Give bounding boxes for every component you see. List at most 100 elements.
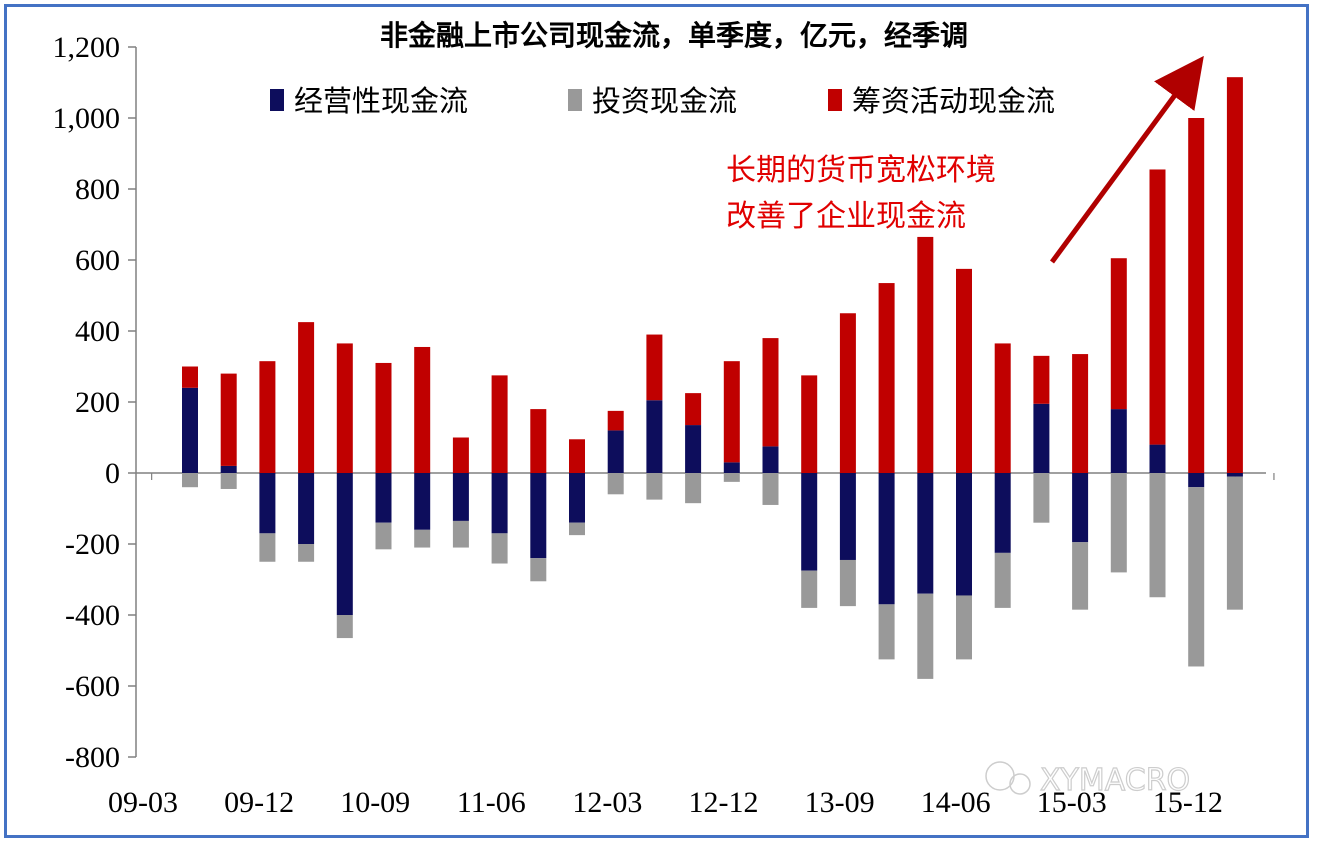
y-tick-label: 1,000 — [53, 102, 121, 135]
y-tick-label: 800 — [75, 173, 120, 206]
bar-segment-series-0 — [220, 465, 237, 473]
bar-segment-series-2 — [917, 236, 934, 473]
bar-segment-series-0 — [336, 473, 353, 615]
bar-segment-series-2 — [1072, 354, 1089, 473]
bar-segment-series-0 — [1188, 473, 1205, 488]
bar-segment-series-2 — [1226, 77, 1243, 474]
bars — [182, 77, 1243, 679]
bar-segment-series-0 — [685, 425, 702, 473]
bar-segment-series-1 — [1033, 473, 1050, 523]
bar-segment-series-2 — [491, 375, 508, 473]
bar-segment-series-0 — [1149, 444, 1166, 473]
bar-segment-series-0 — [994, 473, 1011, 553]
bar-segment-series-0 — [569, 473, 585, 523]
bar-segment-series-2 — [801, 375, 818, 473]
y-axis: 1,200 1,000 800 600 400 200 0 -200 -400 -600 -800 — [53, 31, 137, 774]
bar-segment-series-2 — [607, 410, 624, 431]
x-tick-label: 13-09 — [805, 786, 875, 819]
bar-segment-series-1 — [182, 473, 198, 488]
bar-segment-series-2 — [878, 283, 895, 473]
y-tick-label: -800 — [65, 741, 120, 774]
bar-segment-series-0 — [878, 473, 895, 605]
bar-segment-series-1 — [762, 473, 779, 505]
bar-segment-series-2 — [530, 409, 547, 473]
bar-segment-series-2 — [259, 361, 276, 473]
bar-segment-series-2 — [1188, 118, 1205, 473]
bar-segment-series-1 — [801, 570, 818, 608]
x-tick-label: 15-12 — [1153, 786, 1223, 819]
bar-segment-series-2 — [336, 343, 353, 473]
bar-segment-series-1 — [1149, 473, 1166, 598]
bar-segment-series-1 — [723, 473, 740, 482]
bar-segment-series-1 — [839, 559, 856, 607]
watermark-icon-small — [1009, 773, 1031, 795]
annotation-line-2: 改善了企业现金流 — [726, 199, 966, 234]
bar-segment-series-0 — [839, 473, 856, 560]
bar-segment-series-1 — [414, 529, 431, 548]
bar-segment-series-1 — [1072, 542, 1089, 610]
bar-segment-series-2 — [1110, 258, 1127, 410]
bar-segment-series-1 — [917, 593, 934, 679]
legend-label: 筹资活动现金流 — [852, 84, 1055, 118]
bar-segment-series-2 — [375, 362, 392, 473]
bar-segment-series-0 — [607, 430, 624, 473]
bar-segment-series-1 — [878, 604, 895, 660]
legend-swatch — [828, 89, 842, 111]
watermark: XYMACRO — [985, 761, 1191, 799]
x-tick-label: 12-12 — [689, 786, 759, 819]
legend: 经营性现金流 投资现金流 筹资活动现金流 — [270, 84, 1055, 118]
x-tick-label: 09-03 — [108, 786, 178, 819]
bar-segment-series-0 — [917, 473, 934, 594]
y-tick-label: 0 — [105, 457, 120, 490]
bar-segment-series-2 — [762, 338, 779, 447]
y-tick-label: -400 — [65, 599, 120, 632]
bar-segment-series-1 — [607, 473, 624, 495]
x-tick-label: 09-12 — [224, 786, 294, 819]
bar-segment-series-2 — [1149, 169, 1166, 445]
legend-label: 投资现金流 — [592, 84, 737, 118]
bar-segment-series-1 — [452, 520, 469, 548]
bar-segment-series-2 — [569, 439, 585, 473]
x-tick-label: 10-09 — [340, 786, 410, 819]
bar-segment-series-1 — [336, 615, 353, 639]
bar-segment-series-1 — [298, 544, 315, 562]
bar-segment-series-1 — [956, 595, 972, 660]
bar-segment-series-1 — [375, 522, 392, 550]
bar-segment-series-1 — [220, 473, 237, 489]
bar-segment-series-0 — [375, 473, 392, 523]
x-tick-label: 11-06 — [457, 786, 526, 819]
bar-segment-series-2 — [452, 437, 469, 473]
bar-segment-series-0 — [956, 473, 972, 596]
y-tick-label: -200 — [65, 528, 120, 561]
bar-segment-series-1 — [259, 533, 276, 562]
y-tick-label: 400 — [75, 315, 120, 348]
bar-segment-series-0 — [1072, 473, 1089, 543]
bar-segment-series-1 — [994, 552, 1011, 608]
legend-label: 经营性现金流 — [294, 84, 468, 118]
x-tick-label: 12-03 — [572, 786, 642, 819]
bar-segment-series-2 — [956, 268, 972, 473]
bar-segment-series-2 — [298, 322, 315, 473]
chart-title: 非金融上市公司现金流，单季度，亿元，经季调 — [380, 19, 968, 52]
annotation-line-1: 长期的货币宽松环境 — [726, 153, 996, 188]
bar-segment-series-2 — [414, 346, 431, 473]
bar-segment-series-2 — [839, 313, 856, 473]
bar-segment-series-2 — [646, 334, 663, 401]
bar-segment-series-1 — [685, 473, 702, 504]
bar-segment-series-1 — [1110, 473, 1127, 573]
bar-segment-series-0 — [414, 473, 431, 530]
bar-segment-series-0 — [762, 446, 779, 473]
bar-segment-series-1 — [1226, 476, 1243, 610]
legend-swatch — [270, 89, 284, 111]
bar-segment-series-0 — [1033, 403, 1050, 473]
trend-arrow — [1049, 55, 1204, 264]
y-tick-label: -600 — [65, 670, 120, 703]
bar-segment-series-2 — [723, 361, 740, 463]
bar-segment-series-0 — [801, 473, 818, 571]
bar-segment-series-0 — [259, 473, 276, 534]
bar-segment-series-0 — [1226, 473, 1243, 477]
bar-segment-series-1 — [491, 533, 508, 564]
bar-segment-series-1 — [646, 473, 663, 500]
bar-segment-series-2 — [685, 393, 702, 426]
